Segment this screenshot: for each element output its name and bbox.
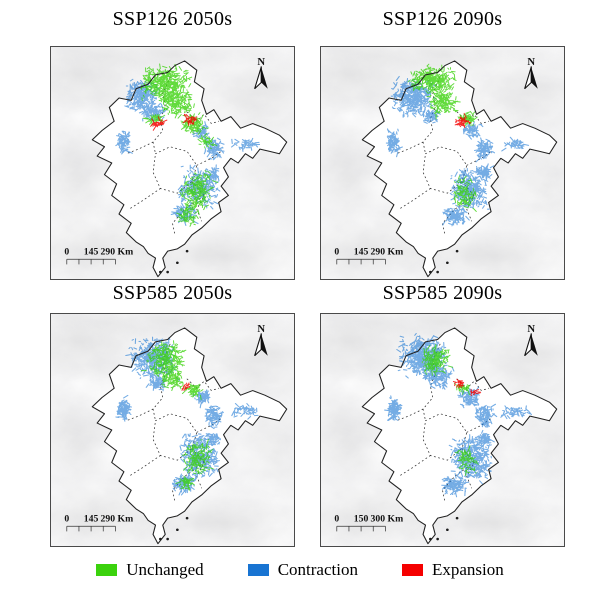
svg-text:145: 145: [354, 248, 369, 258]
dots-r: [454, 112, 472, 128]
svg-text:290 Km: 290 Km: [101, 515, 134, 525]
legend-label-contraction: Contraction: [277, 560, 358, 579]
map-ssp585-2050s: N 0 145 290 Km: [50, 313, 295, 547]
scale-bar: 0 145 290 Km: [64, 248, 133, 265]
svg-text:300 Km: 300 Km: [371, 515, 404, 525]
unchanged-swatch-icon: [96, 564, 118, 576]
map-ssp126-2050s: N 0 145 290 Km: [50, 46, 295, 280]
svg-text:145: 145: [84, 515, 99, 525]
north-arrow-icon: N: [524, 324, 538, 357]
dots-g: [421, 344, 479, 476]
dots-g: [140, 340, 214, 491]
legend-item-unchanged: Unchanged: [96, 560, 204, 580]
svg-text:0: 0: [334, 248, 339, 258]
svg-text:0: 0: [64, 515, 69, 525]
region-fill: [362, 60, 557, 277]
legend-label-unchanged: Unchanged: [126, 560, 204, 579]
svg-text:150: 150: [354, 515, 369, 525]
map-ssp585-2090s: N 0 150 300 Km: [320, 313, 565, 547]
dots-g: [407, 63, 478, 212]
north-arrow-icon: N: [524, 57, 538, 90]
svg-text:N: N: [527, 57, 535, 68]
dots-r: [181, 382, 191, 391]
map-ssp126-2090s: N 0 145 290 Km: [320, 46, 565, 280]
svg-text:N: N: [257, 57, 265, 68]
region-outline: [361, 327, 558, 545]
panel-title-ssp126-2090s: SSP126 2090s: [382, 8, 503, 30]
scale-bar: 0 150 300 Km: [334, 515, 403, 532]
svg-text:290 Km: 290 Km: [371, 248, 404, 258]
expansion-swatch-icon: [401, 564, 423, 576]
dots-r: [150, 113, 198, 131]
svg-text:145: 145: [84, 248, 99, 258]
region-outline: [91, 327, 288, 545]
svg-text:0: 0: [64, 248, 69, 258]
svg-text:N: N: [257, 324, 265, 335]
legend-item-expansion: Expansion: [401, 560, 504, 580]
north-arrow-icon: N: [254, 57, 268, 90]
panel-title-ssp126-2050s: SSP126 2050s: [112, 8, 233, 30]
panel-title-ssp585-2090s: SSP585 2090s: [382, 282, 503, 304]
contraction-swatch-icon: [247, 564, 269, 576]
legend-label-expansion: Expansion: [431, 560, 504, 579]
legend-item-contraction: Contraction: [247, 560, 358, 580]
svg-text:290 Km: 290 Km: [101, 248, 134, 258]
region-outline: [361, 60, 558, 278]
svg-text:N: N: [527, 324, 535, 335]
region-fill: [362, 327, 557, 544]
scale-bar: 0 145 290 Km: [64, 515, 133, 532]
region-fill: [92, 60, 287, 277]
region-outline: [91, 60, 288, 278]
scale-bar: 0 145 290 Km: [334, 248, 403, 265]
svg-text:0: 0: [334, 515, 339, 525]
panel-title-ssp585-2050s: SSP585 2050s: [112, 282, 233, 304]
legend: Unchanged Contraction Expansion: [0, 560, 600, 580]
dots-r: [452, 378, 482, 396]
